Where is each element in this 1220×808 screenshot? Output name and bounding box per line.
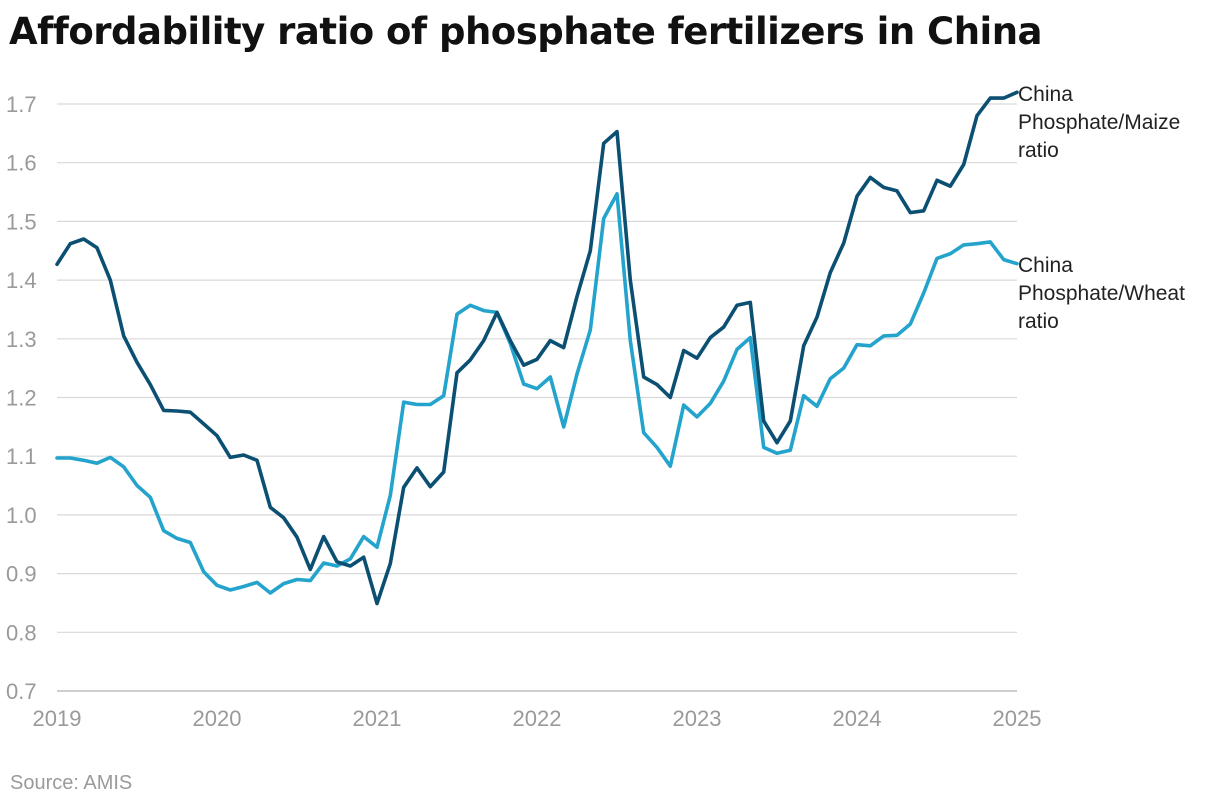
- gridlines: [57, 103, 1017, 692]
- x-tick-label: 2023: [673, 706, 722, 731]
- y-tick-label: 1.6: [6, 151, 37, 176]
- legend-label-line: China: [1018, 254, 1073, 277]
- legend-label-line: ratio: [1018, 310, 1059, 333]
- y-tick-label: 1.3: [6, 327, 37, 352]
- wheat-ratio-line: [55, 192, 1019, 595]
- x-tick-label: 2019: [33, 706, 82, 731]
- legend-label-line: China: [1018, 83, 1073, 106]
- x-tick-label: 2024: [833, 706, 882, 731]
- y-tick-label: 1.5: [6, 209, 37, 234]
- x-tick-label: 2022: [513, 706, 562, 731]
- legend: China Phosphate/Maize ratio China Phosphate/…: [1018, 83, 1185, 333]
- source-note: Source: AMIS: [10, 772, 133, 794]
- x-tick-label: 2020: [193, 706, 242, 731]
- series-lines: [55, 90, 1019, 606]
- y-tick-label: 1.1: [6, 444, 37, 469]
- x-axis-ticks: 2019 2020 2021 2022 2023 2024 2025: [33, 706, 1042, 731]
- legend-label-line: Phosphate/Maize: [1018, 111, 1180, 134]
- y-tick-label: 0.7: [6, 679, 37, 704]
- y-tick-label: 1.2: [6, 386, 37, 411]
- chart-title: Affordability ratio of phosphate fertili…: [9, 10, 1043, 53]
- x-tick-label: 2021: [353, 706, 402, 731]
- y-tick-label: 1.0: [6, 503, 37, 528]
- maize-ratio-line: [55, 90, 1019, 606]
- y-axis-ticks: 0.7 0.8 0.9 1.0 1.1 1.2 1.3 1.4 1.5 1.6 1.7: [6, 92, 37, 704]
- y-tick-label: 0.9: [6, 562, 37, 587]
- legend-wheat: China Phosphate/Wheat ratio: [1018, 254, 1185, 333]
- y-tick-label: 1.7: [6, 92, 37, 117]
- legend-label-line: ratio: [1018, 139, 1059, 162]
- y-tick-label: 1.4: [6, 268, 37, 293]
- x-tick-label: 2025: [993, 706, 1042, 731]
- legend-label-line: Phosphate/Wheat: [1018, 282, 1185, 305]
- legend-maize: China Phosphate/Maize ratio: [1018, 83, 1180, 162]
- y-tick-label: 0.8: [6, 620, 37, 645]
